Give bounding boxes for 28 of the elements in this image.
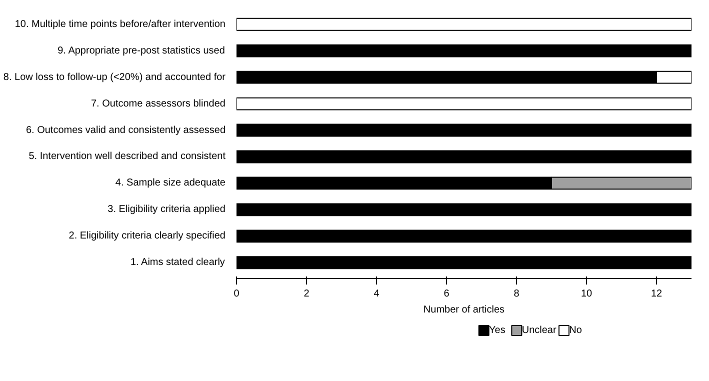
x-tick-label: 6 (444, 288, 450, 300)
x-axis-title: Number of articles (423, 304, 505, 316)
bar (236, 97, 692, 110)
x-tick-label: 12 (650, 288, 662, 300)
bar (236, 256, 692, 270)
y-tick-label: 1. Aims stated clearly (130, 257, 225, 268)
y-tick-label: 9. Appropriate pre-post statistics used (58, 45, 225, 56)
bar (236, 150, 692, 164)
x-tick-label: 4 (374, 288, 380, 300)
legend-label: Unclear (522, 325, 557, 336)
y-tick-label: 6. Outcomes valid and consistently assessed (26, 124, 226, 136)
x-tick-label: 2 (304, 288, 310, 300)
bar (236, 203, 692, 216)
y-tick-label: 2. Eligibility criteria clearly specified (68, 230, 226, 242)
y-tick-label: 3. Eligibility criteria applied (108, 204, 226, 216)
bar (236, 18, 692, 31)
bar (236, 44, 692, 58)
bar (236, 230, 692, 243)
x-tick-label: 8 (514, 288, 520, 300)
y-tick-label: 10. Multiple time points before/after intervention (14, 18, 226, 30)
bar (236, 124, 692, 137)
x-tick-label: 10 (580, 288, 592, 300)
x-tick-label: 0 (234, 288, 240, 300)
legend-label: No (569, 325, 582, 336)
y-tick-label: 4. Sample size adequate (115, 178, 226, 189)
y-tick-label: 8. Low loss to follow-up (<20%) and accounted for (3, 72, 226, 83)
y-tick-label: 5. Intervention well described and consistent (28, 151, 226, 162)
y-tick-label: 7. Outcome assessors blinded (90, 98, 226, 110)
